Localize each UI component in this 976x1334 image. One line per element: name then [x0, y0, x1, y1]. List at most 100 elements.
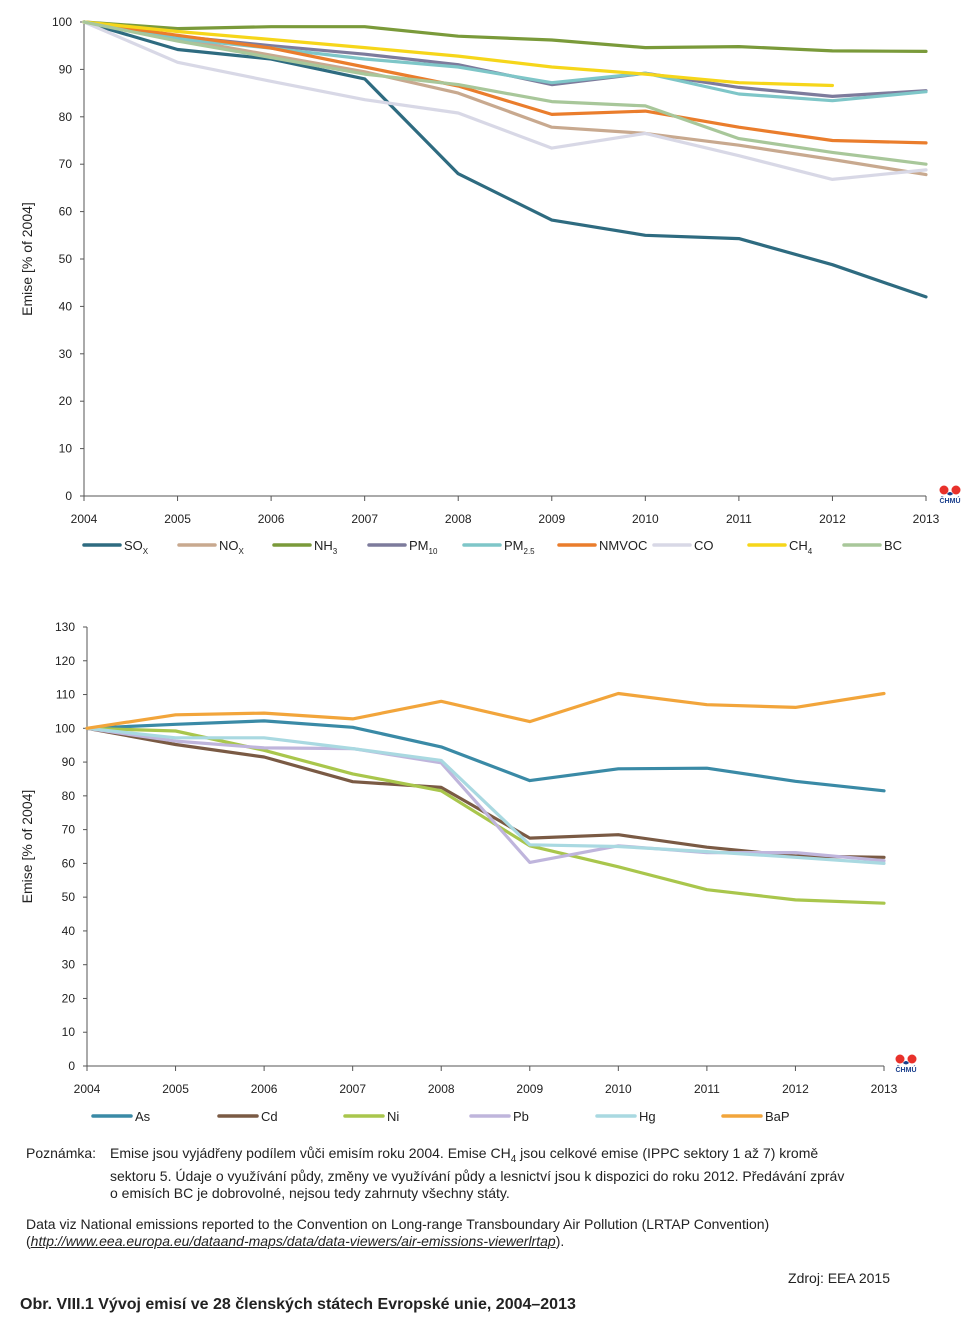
note-line-2: sektoru 5. Údaje o využívání půdy, změny…: [110, 1167, 845, 1184]
x-tick-label: 2004: [71, 512, 98, 526]
x-tick-label: 2005: [164, 512, 191, 526]
legend-label-main: SO: [124, 538, 143, 553]
legend-label-main: Hg: [639, 1109, 656, 1124]
legend-label: CH4: [789, 538, 813, 556]
legend-label-sub: X: [239, 547, 245, 556]
legend-label-main: BaP: [765, 1109, 790, 1124]
series-line-hg: [85, 726, 886, 865]
legend-label-main: PM: [409, 538, 429, 553]
series-line-ch-4: [82, 20, 834, 88]
emissions-chart-main-pollutants: 0 10 20 30 40 50 60 70 80 90 100 2004 2005 2006 2007 20…: [19, 15, 961, 556]
legend-item: NMVOC: [557, 538, 647, 553]
y-tick-label: 0: [65, 489, 72, 503]
series-line-so-x: [82, 20, 928, 299]
source-credit: Zdroj: EEA 2015: [788, 1270, 890, 1286]
logo-red-dot: [951, 485, 961, 495]
y-tick-label: 80: [59, 110, 73, 124]
note-line-1a: Emise jsou vyjádřeny podílem vůči emisím…: [110, 1145, 511, 1161]
series-line-as: [85, 719, 886, 793]
y-tick-label: 10: [59, 442, 73, 456]
chmu-logo: ČHMÚ: [939, 485, 961, 505]
logo-wave: [903, 1061, 909, 1065]
legend-item: Hg: [595, 1109, 656, 1124]
y-tick-label: 100: [55, 721, 75, 735]
data-source: Data viz National emissions reported to …: [26, 1216, 956, 1250]
y-tick-label: 70: [62, 823, 76, 837]
x-tick-label: 2007: [351, 512, 378, 526]
x-tick-label: 2011: [726, 512, 752, 526]
x-tick-label: 2013: [913, 512, 940, 526]
x-tick-label: 2009: [516, 1082, 543, 1096]
series-line-bc: [82, 20, 928, 166]
y-tick-label: 60: [62, 856, 76, 870]
y-tick-label: 40: [59, 299, 73, 313]
x-tick-label: 2006: [258, 512, 285, 526]
legend-label-main: PM: [504, 538, 524, 553]
legend-item: NOX: [177, 538, 245, 556]
data-source-link[interactable]: http://www.eea.europa.eu/dataand-maps/da…: [30, 1233, 556, 1249]
figure-caption: Obr. VIII.1 Vývoj emisí ve 28 členských …: [20, 1296, 576, 1313]
legend-item: SOX: [82, 538, 149, 556]
y-tick-label: 20: [62, 991, 76, 1005]
x-tick-label: 2008: [445, 512, 472, 526]
legend-item: Cd: [217, 1109, 278, 1124]
legend-label: NMVOC: [599, 538, 647, 553]
legend-label-main: Cd: [261, 1109, 278, 1124]
legend-label-main: CO: [694, 538, 714, 553]
y-axis-label: Emise [% of 2004]: [19, 202, 35, 316]
y-tick-label: 80: [62, 789, 76, 803]
logo-text: ČHMÚ: [940, 496, 961, 505]
series-line-nmvoc: [82, 20, 928, 145]
legend-label: CO: [694, 538, 714, 553]
x-tick-label: 2013: [871, 1082, 898, 1096]
y-tick-label: 50: [62, 890, 76, 904]
series-line-pm-2.5: [82, 20, 928, 103]
x-tick-label: 2006: [251, 1082, 278, 1096]
legend-item: CH4: [747, 538, 813, 556]
x-tick-label: 2004: [74, 1082, 101, 1096]
logo-text: ČHMÚ: [896, 1065, 917, 1074]
note-line-1b: jsou celkové emise (IPPC sektory 1 až 7)…: [516, 1145, 819, 1161]
note-line-1-sub: 4: [510, 1153, 517, 1165]
data-source-open: (: [26, 1233, 31, 1249]
y-axis-label: Emise [% of 2004]: [19, 790, 35, 904]
legend-label: Cd: [261, 1109, 278, 1124]
legend-label: Pb: [513, 1109, 529, 1124]
legend-label: Hg: [639, 1109, 656, 1124]
y-tick-label: 90: [62, 755, 76, 769]
y-tick-label: 130: [55, 620, 75, 634]
legend-label-main: Ni: [387, 1109, 399, 1124]
legend-label-sub: 3: [333, 547, 338, 556]
y-tick-label: 30: [62, 958, 76, 972]
legend-item: PM2.5: [462, 538, 535, 556]
y-tick-label: 60: [59, 205, 73, 219]
legend-label: As: [135, 1109, 151, 1124]
x-tick-label: 2008: [428, 1082, 455, 1096]
y-tick-label: 50: [59, 252, 73, 266]
series-line-ni: [85, 726, 886, 905]
chmu-logo: ČHMÚ: [895, 1054, 917, 1074]
y-tick-label: 100: [52, 15, 72, 29]
series-line-bap: [85, 691, 886, 730]
series-line-no-x: [82, 20, 928, 177]
legend-label: PM2.5: [504, 538, 535, 556]
legend-label: BC: [884, 538, 902, 553]
legend-label-main: Pb: [513, 1109, 529, 1124]
logo-red-dot: [907, 1054, 917, 1064]
legend-label: SOX: [124, 538, 149, 556]
y-tick-label: 30: [59, 347, 73, 361]
emissions-chart-heavy-metals: 0 10 20 30 40 50 60 70 80 90 100 110 120 130 2004 2005 2…: [19, 620, 917, 1124]
legend-label-sub: X: [143, 547, 149, 556]
series-line-nh-3: [82, 20, 928, 53]
legend-item: Pb: [469, 1109, 529, 1124]
x-tick-label: 2010: [605, 1082, 632, 1096]
logo-red-dot: [895, 1054, 905, 1064]
note: Poznámka: Emise jsou vyjádřeny podílem vů…: [26, 1145, 844, 1202]
legend-label-main: As: [135, 1109, 151, 1124]
legend-item: NH3: [272, 538, 338, 556]
legend-label-sub: 10: [429, 547, 438, 556]
y-tick-label: 90: [59, 62, 73, 76]
data-source-text: Data viz National emissions reported to …: [26, 1216, 770, 1232]
x-tick-label: 2012: [819, 512, 846, 526]
series-line-cd: [85, 726, 886, 859]
